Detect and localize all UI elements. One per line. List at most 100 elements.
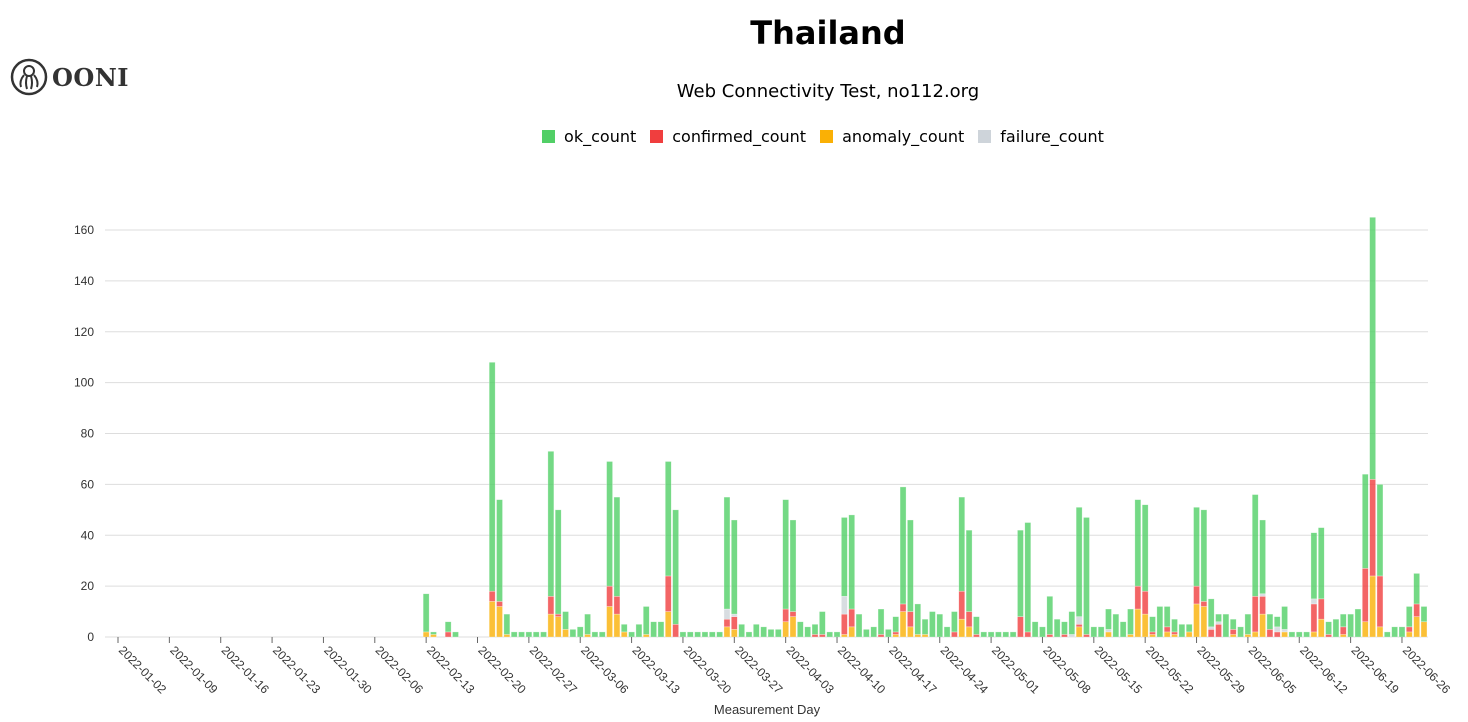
bar-ok[interactable] xyxy=(1229,618,1237,630)
bar-ok[interactable] xyxy=(1112,613,1120,638)
legend-item-anomaly[interactable]: anomaly_count xyxy=(820,127,964,146)
bar-anomaly[interactable] xyxy=(1193,603,1200,638)
bar-anomaly[interactable] xyxy=(841,634,848,638)
bar-ok[interactable] xyxy=(973,616,980,635)
bar-failure[interactable] xyxy=(731,613,738,617)
bar-ok[interactable] xyxy=(789,519,797,612)
bar-ok[interactable] xyxy=(576,626,584,638)
bar-ok[interactable] xyxy=(686,631,694,638)
bar-ok[interactable] xyxy=(635,623,643,638)
bar-confirmed[interactable] xyxy=(1266,629,1274,638)
bar-confirmed[interactable] xyxy=(892,631,900,635)
bar-ok[interactable] xyxy=(885,629,892,638)
bar-anomaly[interactable] xyxy=(547,613,555,638)
bar-anomaly[interactable] xyxy=(430,634,437,638)
bar-confirmed[interactable] xyxy=(1134,585,1142,610)
bar-ok[interactable] xyxy=(936,613,944,638)
bar-ok[interactable] xyxy=(1339,613,1347,628)
ooni-logo[interactable]: OONI xyxy=(10,57,129,97)
bar-anomaly[interactable] xyxy=(1376,626,1384,638)
bar-confirmed[interactable] xyxy=(613,595,621,615)
bar-confirmed[interactable] xyxy=(965,611,973,628)
bar-confirmed[interactable] xyxy=(1193,585,1200,605)
bar-ok[interactable] xyxy=(532,631,540,638)
bar-failure[interactable] xyxy=(1310,598,1318,605)
bar-anomaly[interactable] xyxy=(613,613,621,638)
bar-anomaly[interactable] xyxy=(503,634,511,638)
bar-confirmed[interactable] xyxy=(547,595,555,615)
bar-anomaly[interactable] xyxy=(1229,634,1237,638)
bar-confirmed[interactable] xyxy=(664,575,672,612)
bar-anomaly[interactable] xyxy=(907,626,914,638)
bar-anomaly[interactable] xyxy=(1317,618,1325,638)
bar-ok[interactable] xyxy=(525,631,533,638)
bar-ok[interactable] xyxy=(1193,506,1200,587)
bar-ok[interactable] xyxy=(951,611,958,633)
bar-confirmed[interactable] xyxy=(554,613,562,617)
bar-ok[interactable] xyxy=(1119,621,1127,638)
bar-confirmed[interactable] xyxy=(1017,616,1024,638)
bar-ok[interactable] xyxy=(1281,606,1288,630)
bar-ok[interactable] xyxy=(1061,621,1068,635)
bar-ok[interactable] xyxy=(642,606,650,635)
bar-ok[interactable] xyxy=(1413,573,1420,605)
bar-ok[interactable] xyxy=(1097,626,1105,638)
bar-anomaly[interactable] xyxy=(1134,608,1142,638)
bar-ok[interactable] xyxy=(591,631,599,638)
bar-ok[interactable] xyxy=(1259,519,1266,595)
bar-failure[interactable] xyxy=(1281,629,1288,633)
bar-ok[interactable] xyxy=(731,519,738,615)
bar-confirmed[interactable] xyxy=(877,634,885,638)
bar-ok[interactable] xyxy=(826,631,833,638)
bar-ok[interactable] xyxy=(1237,626,1244,638)
bar-ok[interactable] xyxy=(819,611,826,635)
bar-ok[interactable] xyxy=(1420,606,1428,623)
legend-item-confirmed[interactable]: confirmed_count xyxy=(650,127,806,146)
bar-anomaly[interactable] xyxy=(1185,631,1193,638)
bar-ok[interactable] xyxy=(1024,522,1032,633)
bar-anomaly[interactable] xyxy=(642,634,650,638)
bar-ok[interactable] xyxy=(1134,499,1142,587)
bar-confirmed[interactable] xyxy=(1339,626,1347,635)
bar-anomaly[interactable] xyxy=(488,601,496,638)
bar-confirmed[interactable] xyxy=(1369,478,1376,577)
bar-confirmed[interactable] xyxy=(951,631,958,638)
bar-confirmed[interactable] xyxy=(907,611,914,628)
bar-failure[interactable] xyxy=(841,595,848,615)
bar-ok[interactable] xyxy=(672,509,679,625)
bar-confirmed[interactable] xyxy=(1215,623,1222,638)
bar-ok[interactable] xyxy=(833,631,841,638)
bar-ok[interactable] xyxy=(775,629,782,638)
bar-anomaly[interactable] xyxy=(496,606,503,638)
bar-anomaly[interactable] xyxy=(892,634,900,638)
bar-ok[interactable] xyxy=(1332,618,1340,638)
bar-ok[interactable] xyxy=(606,461,613,587)
bar-confirmed[interactable] xyxy=(848,608,856,628)
bar-ok[interactable] xyxy=(1207,598,1215,628)
bar-confirmed[interactable] xyxy=(782,608,789,623)
bar-ok[interactable] xyxy=(892,616,900,633)
bar-ok[interactable] xyxy=(1310,532,1318,600)
bar-ok[interactable] xyxy=(1090,626,1098,638)
bar-ok[interactable] xyxy=(1376,484,1384,577)
bar-confirmed[interactable] xyxy=(1273,631,1281,638)
bar-ok[interactable] xyxy=(664,461,672,577)
bar-ok[interactable] xyxy=(1317,527,1325,600)
bar-confirmed[interactable] xyxy=(899,603,907,612)
bar-ok[interactable] xyxy=(965,529,973,612)
bar-anomaly[interactable] xyxy=(1171,634,1178,638)
bar-ok[interactable] xyxy=(943,626,951,638)
bar-ok[interactable] xyxy=(958,496,966,592)
bar-ok[interactable] xyxy=(980,631,988,638)
bar-ok[interactable] xyxy=(1053,618,1061,638)
bar-ok[interactable] xyxy=(723,496,731,610)
bar-confirmed[interactable] xyxy=(819,634,826,638)
legend-item-ok[interactable]: ok_count xyxy=(542,127,636,146)
bar-ok[interactable] xyxy=(855,613,863,638)
bar-anomaly[interactable] xyxy=(958,618,966,638)
bar-confirmed[interactable] xyxy=(1310,603,1318,633)
bar-ok[interactable] xyxy=(1046,595,1054,635)
bar-confirmed[interactable] xyxy=(1061,634,1068,638)
bar-ok[interactable] xyxy=(1361,473,1369,569)
bar-ok[interactable] xyxy=(1075,506,1083,617)
